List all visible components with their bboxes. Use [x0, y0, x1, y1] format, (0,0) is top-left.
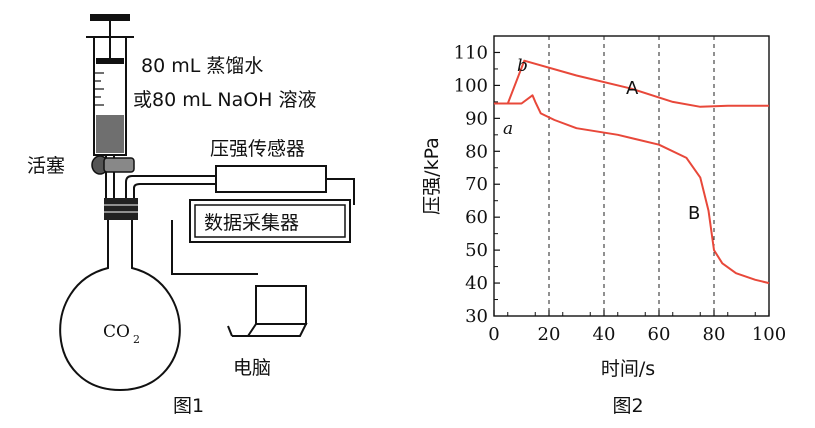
syringe-graduations	[94, 72, 104, 106]
series-lines	[494, 59, 770, 285]
x-axis-ticks: 0 20 40 60 80 100	[488, 310, 786, 345]
y-tick-label: 90	[465, 108, 488, 129]
pressure-sensor-label: 压强传感器	[210, 138, 305, 160]
curve-label-b: B	[688, 203, 700, 224]
x-tick-label: 60	[648, 324, 671, 345]
data-collector-box	[189, 199, 351, 243]
computer-icon	[227, 285, 308, 337]
y-tick-label: 100	[454, 75, 488, 96]
flask-label-co2: CO	[103, 322, 130, 342]
annotation-b: b	[517, 56, 528, 76]
flask-stopper	[104, 198, 138, 220]
y-tick-label: 80	[465, 141, 488, 162]
y-tick-label: 60	[465, 207, 488, 228]
y-tick-label: 40	[465, 273, 488, 294]
pressure-sensor-box	[215, 165, 327, 193]
x-tick-label: 80	[703, 324, 726, 345]
series-line-b	[494, 94, 770, 285]
y-axis-label: 压强/kPa	[421, 137, 443, 215]
y-tick-label: 70	[465, 174, 488, 195]
flask-icon	[59, 220, 181, 392]
x-tick-label: 20	[538, 324, 561, 345]
x-tick-label: 0	[488, 324, 499, 345]
figure2-caption: 图2	[612, 395, 643, 417]
y-tick-label: 50	[465, 240, 488, 261]
curve-label-a: A	[626, 78, 639, 99]
x-tick-label: 40	[593, 324, 616, 345]
flask-label-subscript: 2	[133, 333, 140, 346]
syringe-plunger-handle	[90, 14, 130, 21]
apparatus-diagram: CO 2 80 mL 蒸馏水 或80 mL NaOH 溶液 活塞 压强传感器 数…	[27, 14, 355, 417]
y-tick-label: 30	[465, 306, 488, 327]
syringe-plunger-head	[96, 58, 124, 64]
syringe-label-line2: 或80 mL NaOH 溶液	[133, 89, 317, 111]
syringe-label-line1: 80 mL 蒸馏水	[141, 55, 263, 77]
series-line-a	[494, 59, 769, 108]
syringe-liquid	[96, 115, 124, 153]
data-collector-label: 数据采集器	[204, 212, 299, 234]
computer-label: 电脑	[233, 357, 271, 379]
plot-frame	[493, 35, 770, 317]
stopcock-label: 活塞	[27, 155, 65, 177]
grid-lines	[548, 36, 715, 316]
figure1-caption: 图1	[173, 395, 204, 417]
annotation-a: a	[503, 119, 513, 139]
x-axis-label: 时间/s	[601, 358, 655, 380]
x-tick-label: 100	[752, 324, 786, 345]
computer-cable	[171, 220, 258, 275]
y-tick-label: 110	[454, 42, 488, 63]
y-axis-ticks: 30 40 50 60 70 80 90 100 110	[454, 42, 500, 327]
connector-tube	[125, 175, 216, 200]
